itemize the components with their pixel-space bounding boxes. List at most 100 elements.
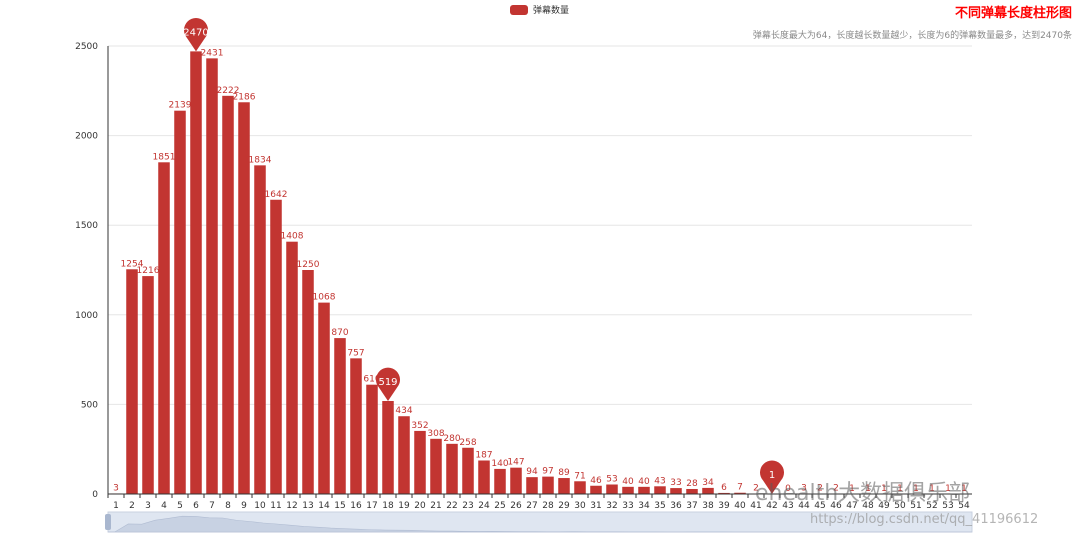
bar-7	[206, 58, 218, 494]
y-tick-label: 500	[81, 400, 98, 410]
value-label-33: 40	[622, 477, 634, 487]
value-label-16: 757	[347, 348, 364, 358]
x-tick-label-23: 23	[462, 501, 473, 511]
mark-point-6: 2470	[183, 18, 209, 52]
x-tick-label-51: 51	[910, 501, 921, 511]
value-label-35: 43	[654, 476, 665, 486]
x-tick-label-21: 21	[430, 501, 441, 511]
mark-pin	[184, 18, 209, 52]
value-label-1: 3	[113, 483, 119, 493]
bar-36	[670, 488, 682, 494]
x-tick-label-41: 41	[750, 501, 761, 511]
legend-label: 弹幕数量	[533, 6, 570, 16]
value-label-10: 1834	[249, 155, 272, 165]
bar-19	[398, 416, 410, 494]
watermark-url: https://blog.csdn.net/qq_41196612	[810, 512, 1039, 527]
bar-22	[446, 443, 458, 494]
x-tick-label-49: 49	[878, 501, 890, 511]
value-label-36: 33	[670, 478, 681, 488]
bar-35	[654, 486, 666, 494]
value-label-47: 1	[849, 484, 855, 494]
value-label-21: 308	[427, 429, 444, 439]
legend[interactable]: 弹幕数量	[510, 3, 569, 16]
x-tick-label-44: 44	[798, 501, 810, 511]
bar-10	[254, 165, 266, 494]
bar-25	[494, 468, 506, 494]
x-tick-label-15: 15	[334, 501, 345, 511]
value-label-29: 89	[558, 468, 570, 478]
x-tick-label-11: 11	[270, 501, 281, 511]
x-tick-label-42: 42	[766, 501, 777, 511]
bar-13	[302, 270, 314, 494]
value-label-14: 1068	[313, 293, 336, 303]
value-label-23: 258	[459, 438, 476, 448]
y-tick-label: 2000	[75, 132, 98, 142]
x-tick-label-22: 22	[446, 501, 457, 511]
bar-5	[174, 110, 186, 495]
value-label-22: 280	[443, 434, 460, 444]
value-label-31: 46	[590, 476, 602, 486]
x-tick-label-45: 45	[814, 501, 825, 511]
value-label-7: 2431	[201, 48, 224, 58]
bar-32	[606, 484, 618, 494]
x-tick-label-3: 3	[145, 501, 151, 511]
mark-label: 1	[769, 470, 775, 481]
x-tick-label-5: 5	[177, 501, 183, 511]
value-label-46: 2	[833, 484, 839, 494]
value-label-38: 34	[702, 478, 714, 488]
mark-points: 2470 519 1	[183, 18, 785, 494]
bar-4	[158, 162, 170, 495]
bar-34	[638, 486, 650, 494]
value-label-40: 7	[737, 483, 743, 493]
value-label-54: 1	[961, 484, 967, 494]
data-zoom-slider[interactable]	[105, 511, 973, 533]
value-label-28: 97	[542, 467, 553, 477]
bar-24	[478, 460, 490, 494]
mark-pin	[376, 367, 401, 401]
value-label-32: 53	[606, 475, 617, 485]
x-tick-label-34: 34	[638, 501, 650, 511]
mark-label: 2470	[183, 27, 208, 38]
x-tick-label-17: 17	[366, 501, 377, 511]
bar-26	[510, 467, 522, 494]
title-block: 不同弹幕长度柱形图 弹幕长度最大为64，长度越长数量越少，长度为6的弹幕数量最多…	[753, 2, 1072, 41]
value-label-11: 1642	[265, 190, 288, 200]
value-label-53: 1	[945, 484, 951, 494]
x-tick-label-35: 35	[654, 501, 665, 511]
x-tick-label-18: 18	[382, 501, 394, 511]
value-label-4: 1851	[153, 152, 176, 162]
chart-title: 不同弹幕长度柱形图	[954, 6, 1072, 21]
value-label-19: 434	[395, 406, 412, 416]
x-tick-label-38: 38	[702, 501, 714, 511]
zoom-handle-left[interactable]	[105, 514, 111, 530]
value-label-30: 71	[574, 471, 585, 481]
bars	[110, 51, 970, 495]
bar-21	[430, 438, 442, 494]
zoom-data-shadow	[107, 515, 973, 533]
bar-11	[270, 199, 282, 494]
bar-39	[718, 492, 730, 494]
value-label-13: 1250	[297, 260, 320, 270]
value-label-43: 0	[785, 484, 791, 494]
x-tick-label-14: 14	[318, 501, 330, 511]
x-tick-label-6: 6	[193, 501, 199, 511]
bar-3	[142, 276, 154, 494]
value-label-37: 28	[686, 479, 698, 489]
value-label-20: 352	[411, 421, 428, 431]
x-tick-label-24: 24	[478, 501, 490, 511]
bar-29	[558, 478, 570, 494]
x-tick-label-10: 10	[254, 501, 266, 511]
value-label-51: 1	[913, 484, 919, 494]
bar-20	[414, 430, 426, 494]
bar-37	[686, 488, 698, 494]
bar-33	[622, 486, 634, 494]
x-tick-label-52: 52	[926, 501, 937, 511]
x-tick-label-36: 36	[670, 501, 682, 511]
x-tick-label-28: 28	[542, 501, 554, 511]
mark-pin	[760, 460, 785, 494]
value-label-25: 140	[491, 459, 508, 469]
legend-swatch	[510, 4, 528, 15]
x-tick-label-53: 53	[942, 501, 953, 511]
bar-30	[574, 481, 586, 494]
